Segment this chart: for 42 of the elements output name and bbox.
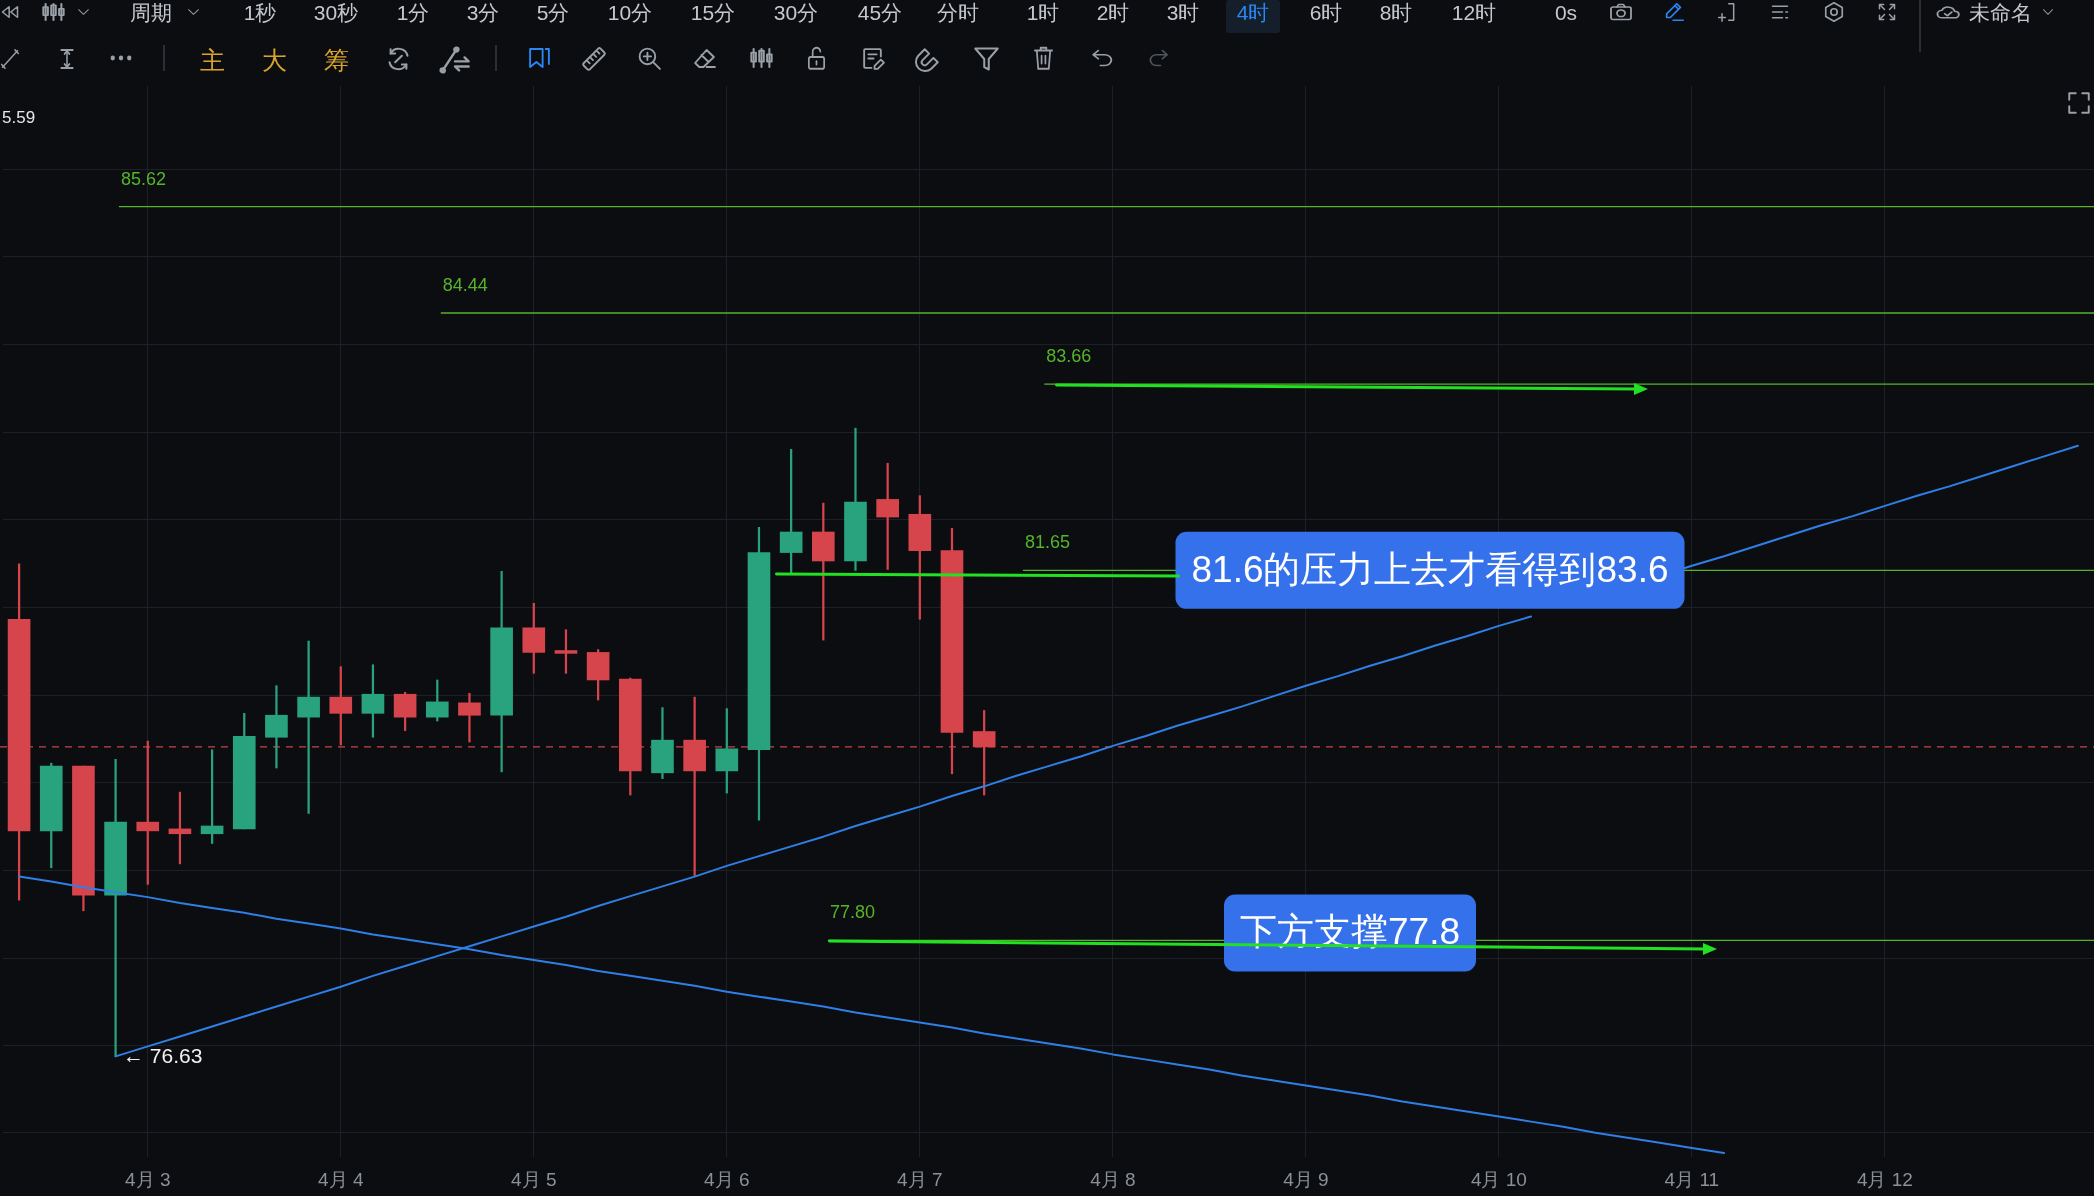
text: 5分 <box>536 0 570 24</box>
text: 3分 <box>466 0 500 24</box>
x-tick-label: 4月 7 <box>897 1168 943 1190</box>
text: 3时 <box>1166 0 1200 24</box>
text: 0s <box>1554 0 1578 24</box>
x-tick-label: 4月 4 <box>318 1168 364 1190</box>
ref-line-label: 77.80 <box>829 902 876 923</box>
text: 主 <box>199 45 225 74</box>
x-tick-label: 4月 8 <box>1090 1168 1136 1190</box>
text: 10分 <box>607 0 653 24</box>
ref-line-label: 84.44 <box>442 274 488 295</box>
x-tick-label: 4月 11 <box>1664 1168 1720 1190</box>
annotation: 5.59 <box>2 107 36 127</box>
annotation: 81.6的压力上去才看得到83.6 <box>1191 548 1669 590</box>
text: 15分 <box>690 0 736 24</box>
ref-line-label: 85.62 <box>120 168 166 189</box>
text: 30分 <box>773 0 819 24</box>
text: 筹 <box>323 45 349 74</box>
text: 8时 <box>1379 0 1413 24</box>
text: 大 <box>261 45 287 74</box>
ref-line-label: 81.65 <box>1024 532 1070 553</box>
text: 1分 <box>396 0 430 24</box>
text: 30秒 <box>313 0 359 24</box>
text: 4时 <box>1236 0 1270 24</box>
x-tick-label: 4月 10 <box>1470 1168 1527 1190</box>
ref-line-label: 83.66 <box>1046 346 1092 367</box>
text: 分时 <box>937 0 979 24</box>
text: 未命名 <box>1968 0 2032 24</box>
text: 1秒 <box>243 0 277 24</box>
x-tick-label: 4月 6 <box>704 1168 750 1190</box>
text: 6时 <box>1309 0 1343 24</box>
x-tick-label: 4月 12 <box>1856 1168 1913 1190</box>
text: 45分 <box>857 0 903 24</box>
candlestick <box>554 629 578 674</box>
text: 周期 <box>130 0 172 24</box>
annotation: ← 76.63 <box>123 1043 203 1067</box>
x-tick-label: 4月 5 <box>511 1168 557 1190</box>
text: 1时 <box>1026 0 1060 24</box>
x-tick-label: 4月 9 <box>1283 1168 1329 1190</box>
x-tick-label: 4月 3 <box>125 1168 171 1190</box>
text: 2时 <box>1096 0 1130 24</box>
text: 12时 <box>1451 0 1497 24</box>
